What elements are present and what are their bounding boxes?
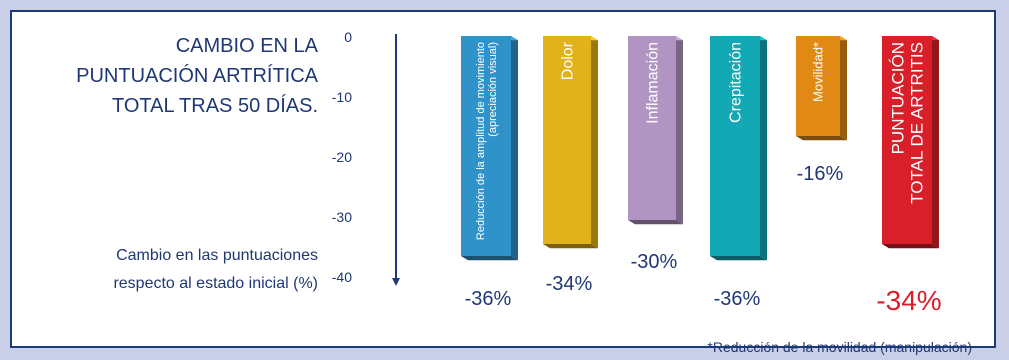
- bar-bottom: [710, 256, 767, 261]
- bar-category-label-line: Reducción de la amplitud de movimiento: [475, 42, 487, 240]
- bar: [543, 36, 591, 244]
- bar-category-label-line: Dolor: [560, 41, 577, 80]
- bar-value-label: -30%: [631, 251, 678, 273]
- bar-category-label: PUNTUACIÓNTOTAL DE ARTRITIS: [888, 42, 926, 204]
- bar-value-label: -34%: [546, 273, 593, 295]
- bar-value-label: -36%: [465, 288, 512, 310]
- bar-bottom: [796, 136, 847, 141]
- bar-bottom: [882, 244, 939, 249]
- y-axis-label-line-1: Cambio en las puntuaciones: [116, 247, 318, 264]
- y-axis-arrow: [392, 278, 400, 286]
- bar-bottom: [628, 220, 683, 225]
- bar: [796, 36, 840, 136]
- bar-value-label: -16%: [797, 163, 844, 185]
- chart-title-line-2: PUNTUACIÓN ARTRÍTICA: [76, 65, 318, 87]
- y-axis-label-line-2: respecto al estado inicial (%): [113, 275, 318, 292]
- bar-category-label-line: (apreciación visual): [487, 42, 499, 137]
- bar-side: [676, 36, 683, 225]
- y-tick-label: -40: [332, 269, 352, 285]
- y-tick-label: -30: [332, 209, 352, 225]
- bar-value-label: -36%: [714, 288, 761, 310]
- y-tick-label: 0: [344, 29, 352, 45]
- bar-bottom: [543, 244, 598, 249]
- y-tick-label: -10: [332, 89, 352, 105]
- bar-category-label-line: TOTAL DE ARTRITIS: [907, 42, 926, 204]
- bar-chart: 0 -10 -20 -30 -40 Reducción de la amplitud de…: [332, 29, 942, 316]
- chart-title-line-3: TOTAL TRAS 50 DÍAS.: [112, 95, 318, 117]
- bar-side: [932, 36, 939, 249]
- bar-value-label: -34%: [876, 285, 941, 316]
- bar-category-label: Inflamación: [645, 42, 662, 124]
- bar-category-label-line: Crepitación: [728, 42, 745, 123]
- bar-category-label: Crepitación: [728, 42, 745, 123]
- chart-title-line-1: CAMBIO EN LA: [175, 35, 318, 57]
- bar: [710, 36, 760, 256]
- footnote: *Reducción de la movilidad (manipulación…: [707, 339, 972, 355]
- bar-side: [760, 36, 767, 261]
- bar-bottom: [461, 256, 518, 261]
- bar-side: [840, 36, 847, 141]
- y-tick-label: -20: [332, 149, 352, 165]
- bar-category-label: Reducción de la amplitud de movimiento(a…: [475, 42, 499, 240]
- bar-category-label-line: PUNTUACIÓN: [888, 42, 907, 154]
- bar-side: [591, 36, 598, 249]
- bar-category-label: Dolor: [560, 41, 577, 80]
- chart-frame: CAMBIO EN LA PUNTUACIÓN ARTRÍTICA TOTAL …: [10, 10, 996, 355]
- bar-category-label-line: Inflamación: [645, 42, 662, 124]
- bar: [882, 36, 932, 244]
- bar-side: [511, 36, 518, 261]
- bar-category-label-line: Movilidad*: [811, 42, 826, 102]
- bar: [461, 36, 511, 256]
- bar: [628, 36, 676, 220]
- bar-category-label: Movilidad*: [811, 42, 826, 102]
